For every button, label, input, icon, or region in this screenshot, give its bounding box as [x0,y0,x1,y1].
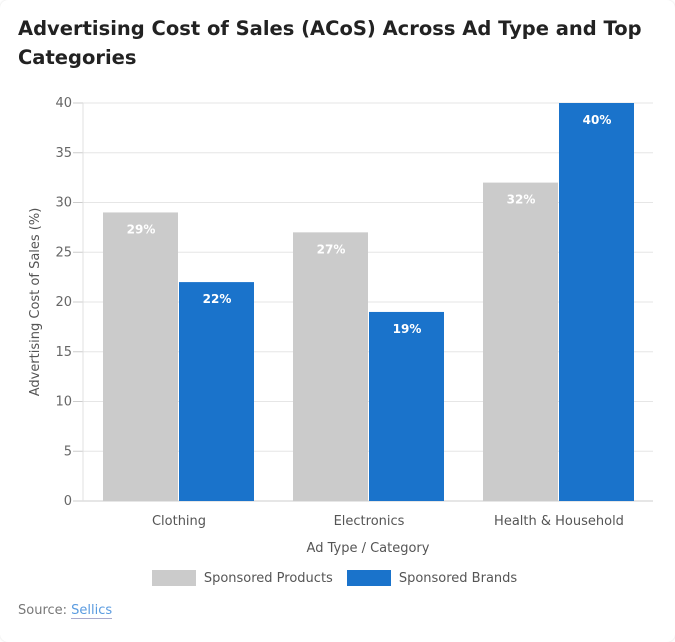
y-tick-label: 10 [55,395,72,410]
legend-swatch [346,570,391,586]
data-label: 19% [393,322,422,336]
data-label: 29% [127,222,156,236]
bar [483,182,558,501]
y-axis-title: Advertising Cost of Sales (%) [28,208,43,397]
data-label: 40% [583,113,612,127]
legend-item[interactable]: Sponsored Brands [346,570,518,586]
y-tick-label: 40 [55,96,72,111]
bar [369,311,444,501]
source-label: Source: [18,603,68,618]
bar [103,212,178,501]
legend-label: Sponsored Brands [398,570,518,586]
legend-swatch [151,570,196,586]
source-link[interactable]: Sellics [71,603,113,619]
x-axis-title: Ad Type / Category [307,541,430,556]
x-tick-label: Clothing [152,514,206,529]
y-tick-label: 20 [55,295,72,310]
y-tick-label: 5 [64,444,72,459]
bar [179,282,254,501]
y-tick-label: 15 [55,345,72,360]
x-tick-label: Health & Household [494,514,624,529]
y-tick-label: 0 [64,494,72,509]
legend-item[interactable]: Sponsored Products [151,570,333,586]
x-tick-label: Electronics [334,514,405,529]
legend-label: Sponsored Products [203,570,333,586]
data-label: 22% [203,292,232,306]
y-tick-label: 25 [55,245,72,260]
bar [559,103,634,501]
chart-title: Advertising Cost of Sales (ACoS) Across … [18,17,642,69]
data-label: 32% [507,193,536,207]
y-tick-label: 35 [55,146,72,161]
y-tick-label: 30 [55,196,72,211]
legend: Sponsored Products Sponsored Brands [0,570,675,586]
bar-chart: 0 5 10 15 20 25 30 35 40 29% 22% Clothing 27% 19% Elec… [28,96,653,556]
bar [293,232,368,501]
source-note: Source: Sellics [18,603,113,619]
data-label: 27% [317,242,346,256]
